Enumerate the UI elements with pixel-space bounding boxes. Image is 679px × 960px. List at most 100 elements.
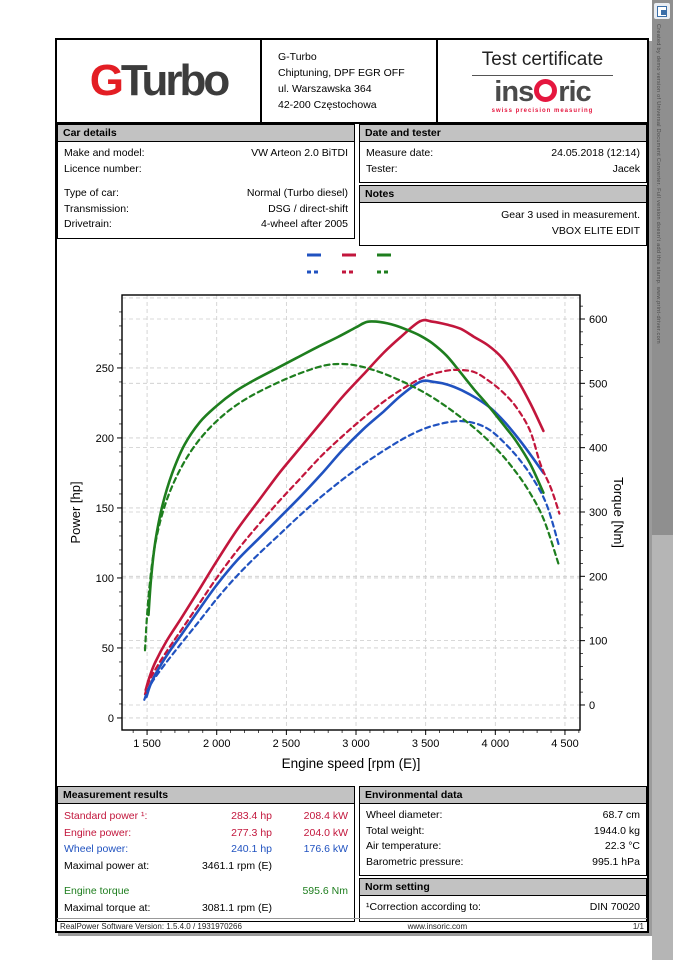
row-value-hp: 283.4 hp <box>231 810 272 822</box>
row-label: Engine torque <box>64 885 130 897</box>
norm-setting-header: Norm setting <box>360 879 646 896</box>
insoric-tagline: swiss precision measuring <box>491 108 594 114</box>
row-label: Engine power: <box>64 826 132 839</box>
row-spacer <box>64 874 348 883</box>
environmental-rows: Wheel diameter: 68.7 cm Total weight: 1944.… <box>360 804 646 875</box>
table-row: Wheel diameter: 68.7 cm <box>366 808 640 824</box>
row-label: Make and model: <box>64 147 145 159</box>
row-value: 995.1 hPa <box>592 855 640 868</box>
table-row: Maximal torque at: 3081.1 rpm (E) <box>64 900 348 917</box>
plot-border <box>121 294 581 731</box>
gturbo-logo: GTurbo <box>57 40 262 122</box>
environmental-data-header: Environmental data <box>360 787 646 804</box>
document-converter-stamp-icon <box>654 3 670 19</box>
row-value-hp: 3081.1 rpm (E) <box>201 901 272 914</box>
row-label: Wheel diameter: <box>366 809 443 821</box>
note-line: VBOX ELITE EDIT <box>551 225 640 237</box>
results-band: Measurement results Standard power ¹: 283… <box>57 786 647 922</box>
environment-norm-panel: Environmental data Wheel diameter: 68.7 c… <box>359 786 647 922</box>
table-row: Air temperature: 22.3 °C <box>366 839 640 855</box>
page-title: Test certificate <box>471 49 614 76</box>
dyno-chart: 1 500 2 000 2 500 3 000 3 500 4 000 4 500 0 50 10… <box>68 253 626 771</box>
x-tick-label: 4 000 <box>482 738 510 750</box>
note-line: Gear 3 used in measurement. <box>501 209 640 221</box>
row-label: Barometric pressure: <box>366 855 464 868</box>
table-row: Type of car: Normal (Turbo diesel) <box>64 186 348 202</box>
x-tick-label: 3 500 <box>412 738 440 750</box>
insoric-logo: ins ric <box>438 78 647 107</box>
row-value-hp: 3461.1 rpm (E) <box>201 859 272 872</box>
row-label: Tester: <box>366 162 398 175</box>
certificate-page: GTurbo G-Turbo Chiptuning, DPF EGR OFF ul.… <box>55 38 649 933</box>
footer-page-number: 1/1 <box>632 922 644 931</box>
row-value: 1944.0 kg <box>593 824 640 837</box>
torque-tick-label: 500 <box>589 378 607 390</box>
x-tick-label: 2 500 <box>273 738 301 750</box>
row-value: DIN 70020 <box>589 901 640 913</box>
x-axis-label: Engine speed [rpm (E)] <box>282 756 421 771</box>
power-tick-label: 50 <box>102 643 114 655</box>
certificate-header: GTurbo G-Turbo Chiptuning, DPF EGR OFF ul.… <box>57 40 647 124</box>
chart-legend <box>307 253 391 274</box>
table-row: Engine torque 595.6 Nm <box>64 883 348 900</box>
row-label: Wheel power: <box>64 843 129 855</box>
table-row: Drivetrain: 4-wheel after 2005 <box>64 217 348 233</box>
logo-letter-g: G <box>89 56 124 105</box>
date-tester-rows: Measure date: 24.05.2018 (12:14) Tester: Ja… <box>360 142 646 182</box>
x-tick-label: 4 500 <box>551 738 579 750</box>
row-value-kw <box>272 900 348 917</box>
torque-tick-label: 200 <box>589 571 607 583</box>
row-value-kw: 208.4 kW <box>303 810 348 822</box>
row-label: Total weight: <box>366 824 425 837</box>
row-value-kw: 204.0 kW <box>303 826 348 839</box>
company-line: 42-200 Częstochowa <box>278 99 377 111</box>
company-line: Chiptuning, DPF EGR OFF <box>278 67 405 79</box>
row-value: DSG / direct-shift <box>268 202 348 215</box>
logo-word-turbo: Turbo <box>120 56 230 105</box>
certificate-title-block: Test certificate ins ric swiss precision … <box>438 40 647 122</box>
torque-tick-label: 600 <box>589 314 607 326</box>
row-value: 22.3 °C <box>604 840 640 852</box>
table-row: Engine power: 277.3 hp 204.0 kW <box>64 825 348 842</box>
row-value-kw: 176.6 kW <box>303 843 348 855</box>
insoric-logo-left: ins <box>494 76 534 108</box>
page-footer: RealPower Software Version: 1.5.4.0 / 19… <box>57 918 647 931</box>
watermark-line-1: Created by demo version of Universal Doc… <box>655 24 661 285</box>
norm-setting-rows: ¹Correction according to: DIN 70020 <box>360 896 646 921</box>
x-tick-label: 2 000 <box>203 738 231 750</box>
document-fold-icon <box>661 10 666 15</box>
table-row: Total weight: 1944.0 kg <box>366 824 640 840</box>
watermark-text: Created by demo version of Universal Doc… <box>653 24 662 529</box>
series-wheel-power-stock <box>143 419 561 701</box>
table-row: ¹Correction according to: DIN 70020 <box>366 900 640 916</box>
insoric-logo-right: ric <box>558 76 591 108</box>
gturbo-wordmark: GTurbo <box>89 56 231 105</box>
torque-tick-label: 300 <box>589 507 607 519</box>
row-spacer <box>64 177 348 186</box>
row-label: Drivetrain: <box>64 218 112 230</box>
table-row: Wheel power: 240.1 hp 176.6 kW <box>64 841 348 858</box>
company-line: ul. Warszawska 364 <box>278 83 372 95</box>
series-standard-power-tuned <box>144 318 545 692</box>
table-row: Licence number: <box>64 162 348 178</box>
series-engine-torque-stock <box>143 362 561 652</box>
insoric-o-icon <box>534 79 558 102</box>
row-value-kw <box>272 858 348 875</box>
row-label: Measure date: <box>366 147 434 159</box>
measurement-results-header: Measurement results <box>58 787 354 804</box>
row-label: Air temperature: <box>366 840 442 852</box>
torque-axis-label: Torque [Nm] <box>611 477 626 548</box>
power-tick-label: 150 <box>96 503 114 515</box>
watermark-strip: Created by demo version of Universal Doc… <box>652 0 673 960</box>
power-tick-label: 200 <box>96 433 114 445</box>
row-label: ¹Correction according to: <box>366 901 481 913</box>
date-tester-header: Date and tester <box>360 125 646 142</box>
notes-header: Notes <box>360 186 646 203</box>
power-tick-label: 250 <box>96 363 114 375</box>
table-row: Tester: Jacek <box>366 162 640 178</box>
table-row: Standard power ¹: 283.4 hp 208.4 kW <box>64 808 348 825</box>
table-row: Transmission: DSG / direct-shift <box>64 202 348 218</box>
info-band: Car details Make and model: VW Arteon 2.0… <box>57 124 647 246</box>
row-label: Standard power ¹: <box>64 810 148 822</box>
row-value: 24.05.2018 (12:14) <box>551 147 640 159</box>
